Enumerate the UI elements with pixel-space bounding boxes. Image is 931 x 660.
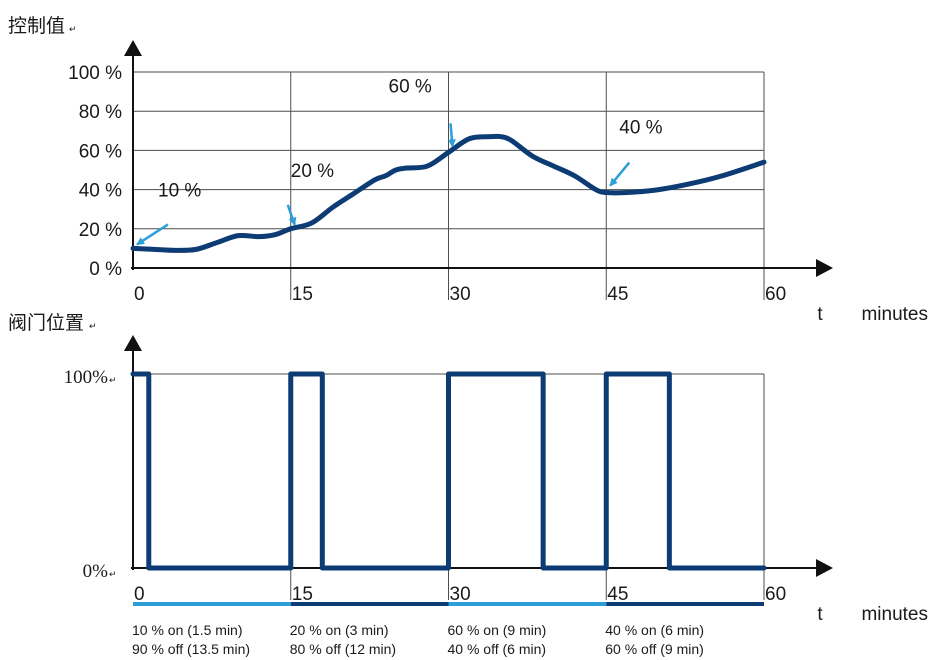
period-off-text: 40 % off (6 min) (448, 641, 547, 657)
series-line (130, 371, 767, 571)
period-off-text: 60 % off (9 min) (605, 641, 704, 657)
annotation-arrow (286, 204, 297, 226)
y-axis-title: 阀门位置 (8, 312, 84, 334)
annotation-arrow (609, 161, 631, 187)
x-tick-label: 60 (765, 584, 786, 605)
x-tick-label: 15 (292, 584, 313, 605)
period-on-text: 10 % on (1.5 min) (132, 622, 243, 638)
annotation-label: 40 % (619, 118, 662, 139)
return-mark: ↵ (69, 24, 77, 34)
return-mark: ↵ (109, 569, 117, 579)
y-tick-label: 100% (64, 367, 109, 388)
y-tick-label: 0 % (89, 259, 122, 280)
y-tick-label: 0% (83, 561, 109, 582)
x-axis-label-unit: minutes (861, 604, 928, 625)
return-mark: ↵ (109, 375, 117, 385)
x-axis-arrowhead (816, 559, 833, 577)
x-axis-label-t: t (817, 604, 823, 625)
y-axis-arrowhead (124, 40, 142, 56)
x-tick-label: 0 (134, 584, 145, 605)
period-on-text: 20 % on (3 min) (290, 622, 389, 638)
x-axis-label-t: t (817, 304, 823, 325)
annotation-label: 60 % (389, 76, 432, 97)
annotation-arrow (136, 223, 169, 246)
y-tick-label: 40 % (79, 181, 122, 202)
x-axis-label-unit: minutes (861, 304, 928, 325)
y-tick-label: 80 % (79, 102, 122, 123)
annotation-arrow (447, 123, 456, 148)
return-mark: ↵ (89, 321, 97, 331)
x-tick-label: 30 (450, 284, 471, 305)
y-tick-label: 20 % (79, 220, 122, 241)
x-axis-arrowhead (816, 259, 833, 277)
x-tick-label: 0 (134, 284, 145, 305)
period-on-text: 60 % on (9 min) (448, 622, 547, 638)
x-tick-label: 15 (292, 284, 313, 305)
x-tick-label: 30 (450, 584, 471, 605)
x-tick-label: 45 (607, 584, 628, 605)
y-axis-title: 控制值 (8, 15, 65, 37)
x-tick-label: 60 (765, 284, 786, 305)
series-line (130, 133, 767, 253)
control-value-chart: 0 % 20 % 40 % 60 % 80 % 100 % 0 15 30 45 60 t minute… (8, 15, 928, 325)
x-tick-label: 45 (607, 284, 628, 305)
y-tick-label: 60 % (79, 141, 122, 162)
y-axis-arrowhead (124, 335, 142, 351)
y-tick-label: 100 % (68, 63, 122, 84)
period-off-text: 80 % off (12 min) (290, 641, 396, 657)
annotation-label: 20 % (291, 161, 334, 182)
period-off-text: 90 % off (13.5 min) (132, 641, 250, 657)
annotation-label: 10 % (158, 180, 201, 201)
period-on-text: 40 % on (6 min) (605, 622, 704, 638)
